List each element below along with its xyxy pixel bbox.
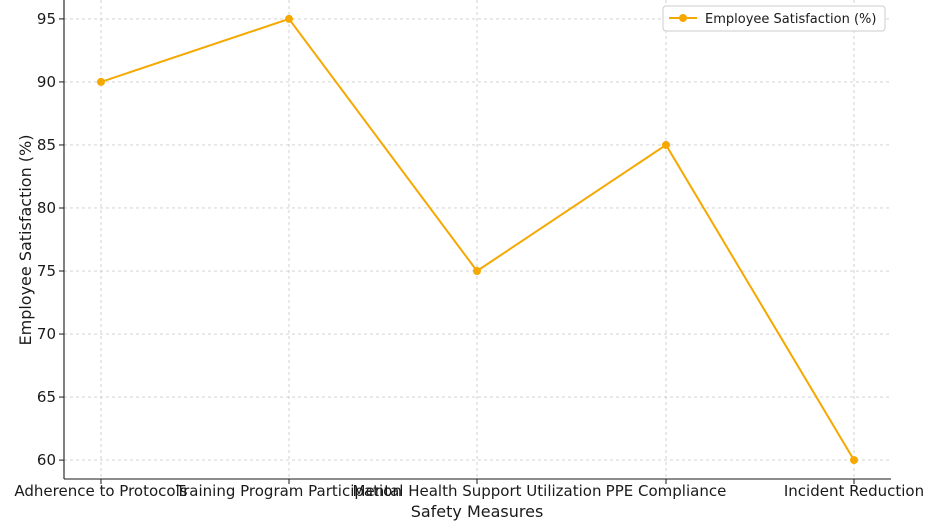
y-tick-label: 70	[37, 325, 56, 343]
y-ticks: 60 65 70 75 80 85 90 95	[37, 10, 64, 469]
data-point	[97, 77, 105, 86]
legend-marker	[679, 14, 687, 22]
legend: Employee Satisfaction (%)	[662, 5, 886, 32]
series-line	[100, 17, 855, 461]
data-point	[850, 456, 858, 465]
x-tick-label: PPE Compliance	[606, 482, 727, 500]
y-tick-label: 90	[37, 73, 56, 91]
x-tick-label: Mental Health Support Utilization	[353, 482, 602, 500]
x-axis-label: Safety Measures	[411, 502, 544, 521]
legend-box	[662, 5, 886, 32]
series	[97, 14, 858, 465]
y-tick-label: 95	[37, 10, 56, 28]
data-point	[662, 140, 670, 149]
y-axis-label: Employee Satisfaction (%)	[16, 135, 35, 346]
grid	[64, 0, 891, 479]
y-tick-label: 60	[37, 451, 56, 469]
legend-label: Employee Satisfaction (%)	[705, 12, 876, 27]
x-tick-label: Incident Reduction	[784, 482, 924, 500]
y-tick-label: 65	[37, 388, 56, 406]
y-tick-label: 75	[37, 262, 56, 280]
axes	[63, 0, 891, 480]
x-tick-label: Adherence to Protocols	[14, 482, 187, 500]
data-point	[285, 14, 293, 23]
x-tick-label: Training Program Participation	[175, 482, 402, 500]
y-tick-label: 85	[37, 136, 56, 154]
y-tick-label: 80	[37, 199, 56, 217]
data-point	[473, 267, 481, 276]
